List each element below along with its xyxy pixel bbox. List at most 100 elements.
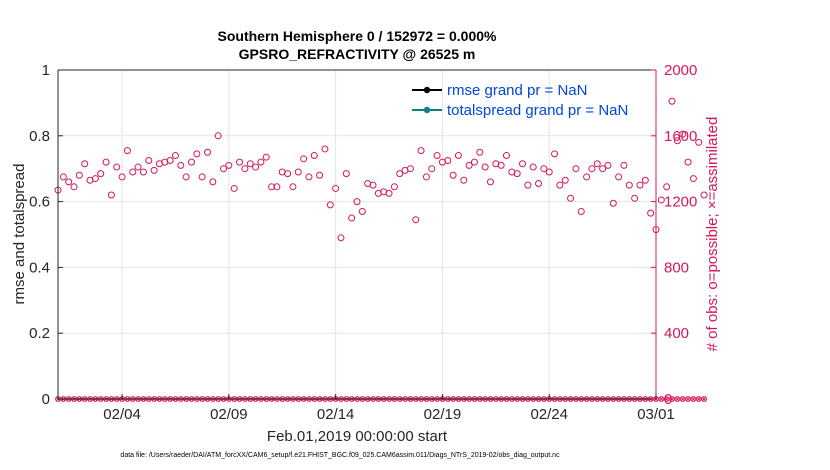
obs-possible-point [545, 168, 553, 176]
obs-possible-point [433, 152, 441, 160]
right-ticks: 0 400 800 1200 1600 2000 [651, 62, 697, 408]
x-tick-label: 02/19 [424, 406, 462, 423]
x-ticks: 02/04 02/09 02/14 02/19 02/24 03/01 [103, 394, 675, 423]
obs-possible-point [679, 130, 687, 138]
obs-possible-point [647, 209, 655, 217]
legend-spread-marker [423, 106, 431, 114]
obs-possible-point [182, 173, 190, 181]
obs-assimilated-point [685, 396, 691, 402]
obs-possible-point [65, 178, 73, 186]
obs-possible-point [353, 198, 361, 206]
right-tick-label: 0 [664, 391, 672, 408]
obs-possible-point [428, 165, 436, 173]
obs-possible-point [406, 165, 414, 173]
obs-possible-point [588, 165, 596, 173]
obs-possible-point [321, 145, 329, 153]
obs-possible-point [220, 165, 228, 173]
obs-possible-point [465, 161, 473, 169]
obs-possible-point [481, 163, 489, 171]
obs-possible-point [348, 214, 356, 222]
obs-possible-point [198, 173, 206, 181]
obs-possible-point [134, 163, 142, 171]
obs-possible-point [150, 166, 158, 174]
right-tick-label: 1600 [664, 128, 697, 145]
left-ticks: 0 0.2 0.4 0.6 0.8 1 [29, 62, 63, 408]
obs-possible-point [540, 165, 548, 173]
obs-possible-point [252, 163, 260, 171]
obs-possible-point [236, 158, 244, 166]
obs-possible-point [342, 170, 350, 178]
obs-possible-point [561, 176, 569, 184]
right-axis-label: # of obs: o=possible; ×=assimilated [704, 117, 721, 352]
obs-possible-point [230, 184, 238, 192]
obs-possible-point [305, 173, 313, 181]
x-axis-label: Feb.01,2019 00:00:00 start [267, 428, 448, 445]
obs-possible-point [577, 207, 585, 215]
obs-possible-point [273, 183, 281, 191]
right-tick-label: 400 [664, 325, 689, 342]
obs-possible-point [209, 178, 217, 186]
obs-zero-point [701, 396, 707, 402]
obs-possible-point [519, 160, 527, 168]
chart-title: Southern Hemisphere 0 / 152972 = 0.000% [218, 28, 498, 44]
obs-possible-point [204, 148, 211, 156]
obs-zero-point [674, 396, 681, 402]
obs-possible-point [513, 170, 521, 178]
x-tick-label: 02/04 [103, 406, 141, 423]
obs-zero-point [669, 396, 675, 402]
obs-possible-point [262, 153, 270, 161]
obs-assimilated-point [680, 396, 686, 402]
obs-possible-point [294, 168, 302, 176]
obs-possible-point [460, 176, 468, 184]
obs-possible-point [684, 158, 692, 166]
obs-possible-point [422, 173, 430, 181]
legend: rmse grand pr = NaN totalspread grand pr… [412, 82, 628, 119]
obs-assimilated-point [696, 396, 702, 402]
obs-assimilated-point [669, 396, 675, 402]
left-tick-label: 0.2 [29, 325, 50, 342]
obs-possible-point [695, 138, 703, 146]
obs-possible-point [615, 173, 623, 181]
obs-assimilated-point [664, 396, 669, 402]
obs-possible-point [268, 183, 276, 191]
right-tick-label: 800 [664, 259, 689, 276]
obs-possible-point [193, 150, 201, 158]
obs-possible-point [289, 183, 297, 191]
obs-possible-point [641, 176, 649, 184]
obs-possible-point [524, 181, 532, 189]
obs-markers [54, 97, 708, 242]
obs-zero-point [695, 396, 702, 402]
obs-possible-point [497, 161, 505, 169]
obs-possible-point [91, 175, 99, 183]
obs-possible-point [385, 189, 393, 197]
obs-possible-point [123, 147, 131, 155]
obs-possible-point [556, 181, 564, 189]
obs-possible-point [593, 160, 601, 168]
obs-possible-point [118, 173, 126, 181]
obs-assimilated-point [701, 396, 707, 402]
obs-possible-point [449, 171, 457, 179]
obs-possible-point [369, 181, 377, 189]
obs-possible-point [631, 194, 639, 202]
plot-area [58, 70, 656, 399]
data-file-footer: data file: /Users/raeder/DAI/ATM_forcXX/… [120, 452, 560, 459]
obs-possible-point [620, 161, 628, 169]
right-tick-label: 2000 [664, 62, 697, 79]
obs-possible-point [412, 216, 420, 224]
obs-possible-point [171, 152, 179, 160]
obs-possible-point [358, 207, 366, 215]
obs-assimilated-point [659, 396, 664, 402]
legend-rmse-marker [423, 86, 431, 94]
obs-possible-point [326, 201, 334, 209]
obs-possible-point [663, 183, 671, 191]
right-tick-label: 1200 [664, 194, 697, 211]
obs-possible-point [214, 132, 222, 140]
left-tick-label: 0.6 [29, 194, 50, 211]
obs-possible-point [113, 163, 121, 171]
obs-possible-point [107, 191, 115, 199]
obs-possible-point [59, 173, 67, 181]
obs-possible-point [102, 158, 110, 166]
obs-possible-point [81, 160, 89, 168]
obs-possible-point [284, 170, 292, 178]
